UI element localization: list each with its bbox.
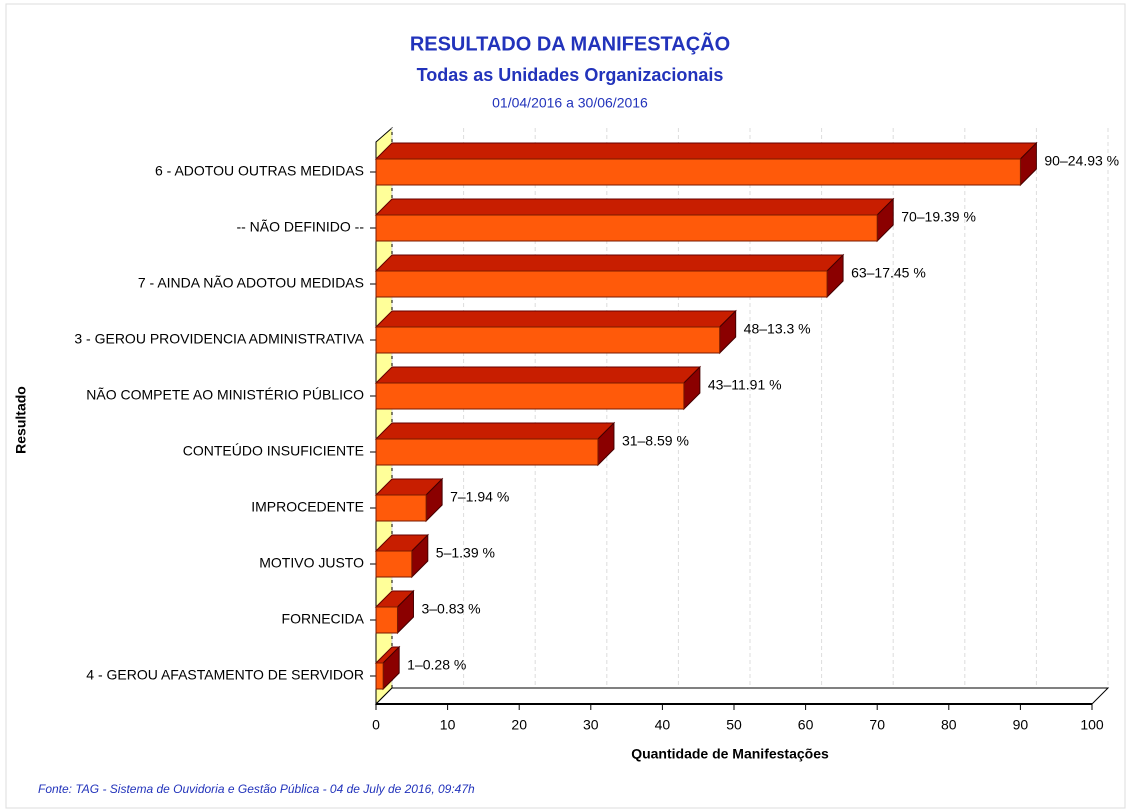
source-note: Fonte: TAG - Sistema de Ouvidoria e Gest…	[38, 782, 475, 796]
floor	[374, 687, 1110, 705]
y-tick-label: MOTIVO JUSTO	[259, 555, 364, 571]
bar	[375, 550, 413, 578]
y-tick-label: IMPROCEDENTE	[251, 499, 364, 515]
bar-top	[374, 254, 845, 272]
bar-top	[374, 142, 1038, 160]
value-label: 90–24.93 %	[1044, 153, 1119, 169]
value-label: 48–13.3 %	[744, 321, 811, 337]
bar	[375, 326, 721, 354]
y-tick-label: NÃO COMPETE AO MINISTÉRIO PÚBLICO	[86, 387, 364, 403]
bar	[375, 214, 878, 242]
value-label: 3–0.83 %	[421, 601, 480, 617]
bar	[375, 494, 427, 522]
x-tick-label: 50	[726, 717, 742, 733]
y-tick-label: CONTEÚDO INSUFICIENTE	[183, 443, 364, 459]
chart-period: 01/04/2016 a 30/06/2016	[492, 95, 648, 111]
value-label: 5–1.39 %	[436, 545, 495, 561]
x-tick-label: 70	[869, 717, 885, 733]
value-label: 1–0.28 %	[407, 657, 466, 673]
bar-top	[374, 310, 737, 328]
x-tick-label: 20	[511, 717, 527, 733]
bar	[375, 606, 398, 634]
y-tick-label: 4 - GEROU AFASTAMENTO DE SERVIDOR	[86, 667, 364, 683]
y-tick-label: 7 - AINDA NÃO ADOTOU MEDIDAS	[138, 275, 364, 291]
chart-title: RESULTADO DA MANIFESTAÇÃO	[410, 32, 730, 55]
x-axis-title: Quantidade de Manifestações	[631, 746, 829, 762]
bar	[375, 158, 1021, 186]
y-tick-label: FORNECIDA	[282, 611, 365, 627]
bar	[375, 382, 685, 410]
bar	[375, 662, 384, 690]
value-label: 70–19.39 %	[901, 209, 976, 225]
bar	[375, 438, 599, 466]
value-label: 31–8.59 %	[622, 433, 689, 449]
value-label: 43–11.91 %	[708, 377, 782, 393]
chart-subtitle: Todas as Unidades Organizacionais	[417, 65, 724, 85]
y-tick-label: 3 - GEROU PROVIDENCIA ADMINISTRATIVA	[74, 331, 364, 347]
value-label: 63–17.45 %	[851, 265, 926, 281]
x-tick-label: 0	[372, 717, 380, 733]
y-tick-label: -- NÃO DEFINIDO --	[236, 219, 364, 235]
x-tick-label: 100	[1080, 717, 1104, 733]
bar-top	[374, 198, 895, 216]
y-axis-title: Resultado	[13, 386, 29, 454]
x-tick-label: 30	[583, 717, 599, 733]
x-tick-label: 10	[440, 717, 456, 733]
bar	[375, 270, 828, 298]
x-tick-label: 80	[941, 717, 957, 733]
bar-top	[374, 422, 616, 440]
y-tick-label: 6 - ADOTOU OUTRAS MEDIDAS	[155, 163, 364, 179]
x-tick-label: 40	[655, 717, 671, 733]
value-label: 7–1.94 %	[450, 489, 509, 505]
bar-top	[374, 366, 702, 384]
x-tick-label: 90	[1013, 717, 1029, 733]
x-tick-label: 60	[798, 717, 814, 733]
